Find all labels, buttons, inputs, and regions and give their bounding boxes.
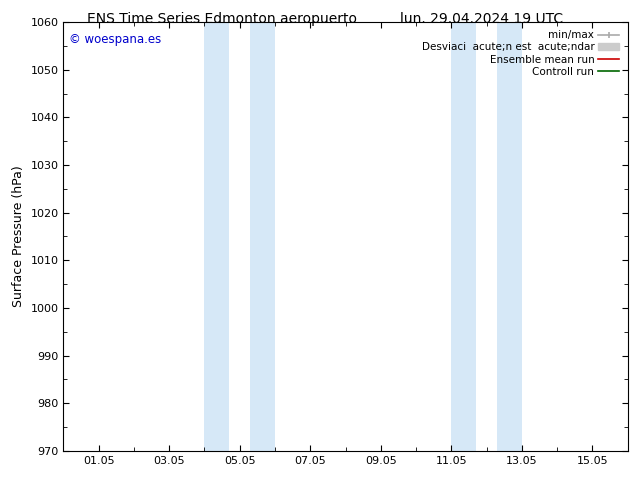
Bar bbox=[497, 22, 522, 451]
Text: ENS Time Series Edmonton aeropuerto: ENS Time Series Edmonton aeropuerto bbox=[87, 12, 357, 26]
Bar bbox=[204, 22, 229, 451]
Text: © woespana.es: © woespana.es bbox=[69, 33, 161, 46]
Text: lun. 29.04.2024 19 UTC: lun. 29.04.2024 19 UTC bbox=[400, 12, 564, 26]
Y-axis label: Surface Pressure (hPa): Surface Pressure (hPa) bbox=[12, 166, 25, 307]
Bar bbox=[250, 22, 275, 451]
Legend: min/max, Desviaci  acute;n est  acute;ndar, Ensemble mean run, Controll run: min/max, Desviaci acute;n est acute;ndar… bbox=[418, 27, 623, 80]
Bar bbox=[451, 22, 476, 451]
